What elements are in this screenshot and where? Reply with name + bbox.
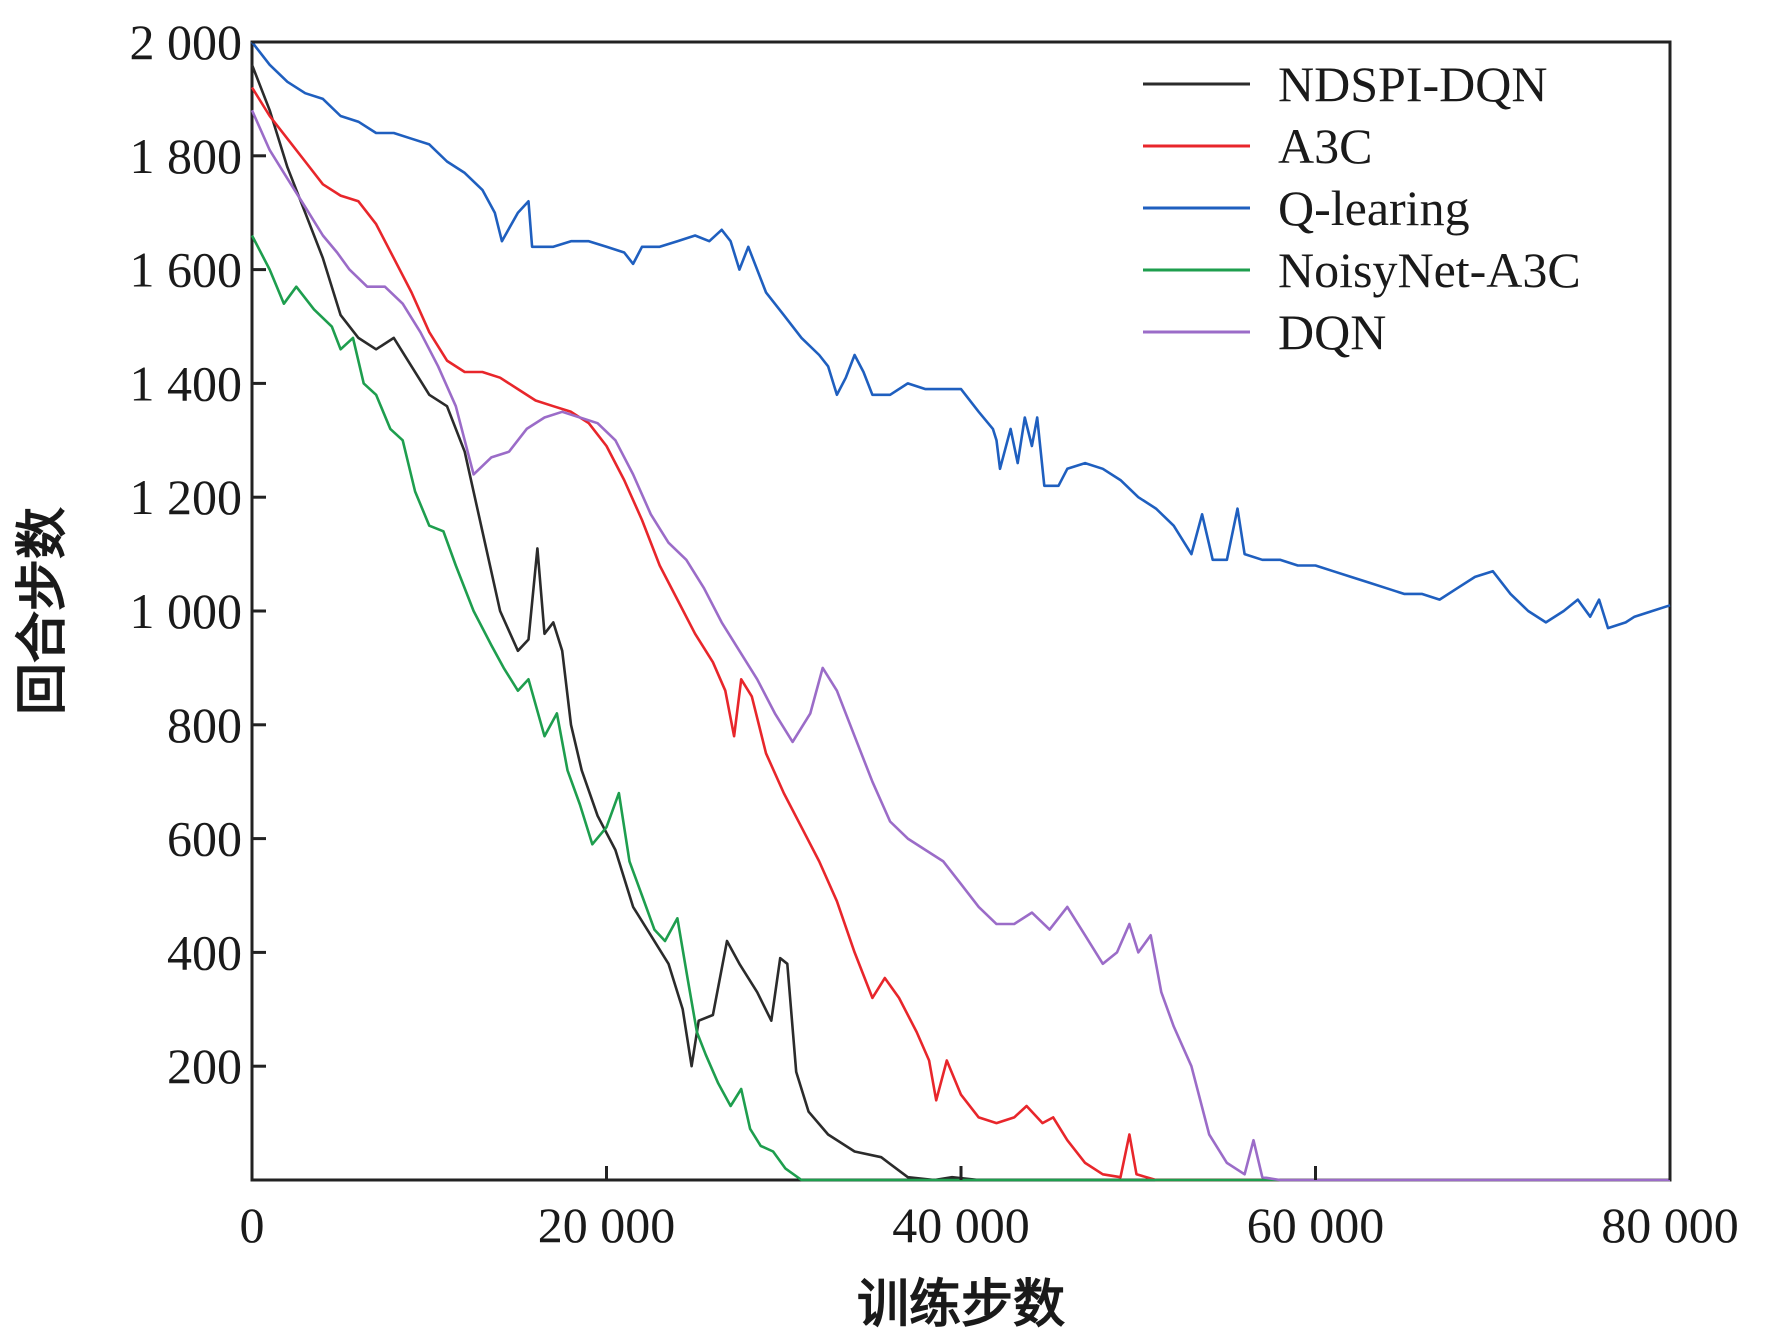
legend-label: A3C (1278, 118, 1372, 174)
y-tick-label: 1 000 (130, 583, 243, 639)
legend: NDSPI-DQN A3C Q-learing NoisyNet-A3C DQN (1143, 56, 1581, 360)
series-layer (250, 41, 1671, 1182)
series-line-noisynet-a3c (250, 234, 1670, 1182)
x-tick-label: 20 000 (538, 1197, 676, 1253)
y-tick-label: 2 000 (130, 14, 243, 70)
series-line-ndspi-dqn (250, 64, 1670, 1182)
x-tick-label: 40 000 (892, 1197, 1030, 1253)
series-line-dqn (250, 109, 1670, 1182)
tick-layer: 0 20 000 40 000 60 000 80 000 200 400 600 800 1 0… (130, 14, 1739, 1253)
x-tick-label: 0 (240, 1197, 265, 1253)
y-tick-label: 1 200 (130, 469, 243, 525)
x-tick-label: 60 000 (1247, 1197, 1385, 1253)
x-tick-label: 80 000 (1601, 1197, 1739, 1253)
y-tick-label: 200 (167, 1038, 242, 1094)
y-tick-label: 600 (167, 811, 242, 867)
y-tick-label: 1 400 (130, 355, 243, 411)
series-line-a3c (250, 86, 1670, 1182)
y-tick-label: 800 (167, 697, 242, 753)
legend-label: NoisyNet-A3C (1278, 242, 1581, 298)
legend-label: Q-learing (1278, 180, 1470, 236)
y-tick-label: 1 600 (130, 242, 243, 298)
legend-label: NDSPI-DQN (1278, 56, 1547, 112)
legend-label: DQN (1278, 304, 1386, 360)
x-axis-title: 训练步数 (857, 1275, 1065, 1333)
y-tick-label: 1 800 (130, 128, 243, 184)
series-line-q-learing (250, 41, 1671, 630)
y-axis-title: 回合步数 (13, 507, 73, 715)
y-tick-label: 400 (167, 924, 242, 980)
